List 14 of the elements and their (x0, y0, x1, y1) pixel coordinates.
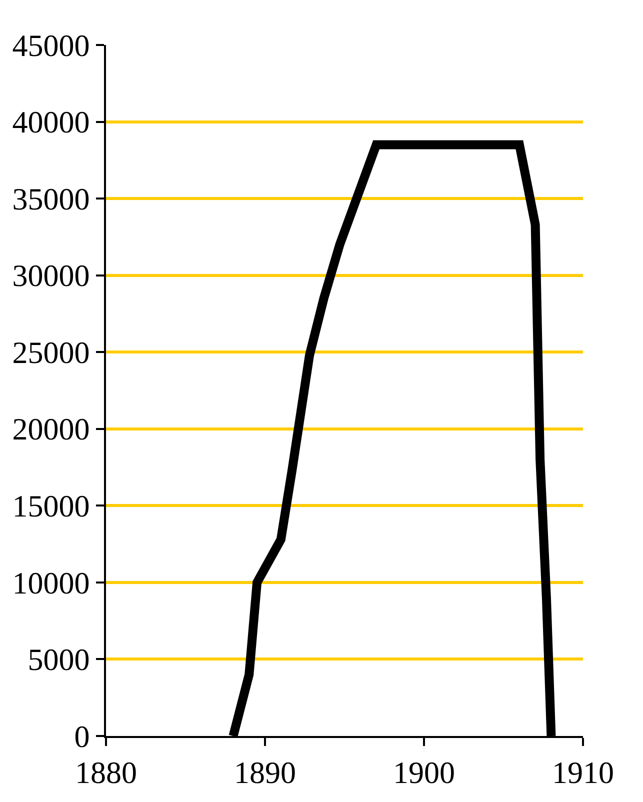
x-tick-label: 1890 (234, 755, 296, 790)
x-tick-label: 1910 (552, 755, 614, 790)
y-tick-label: 45000 (12, 28, 90, 63)
y-tick-label: 10000 (12, 565, 90, 600)
y-tick-label: 25000 (12, 334, 90, 370)
y-tick-label: 20000 (12, 412, 90, 447)
y-tick-label: 5000 (28, 642, 90, 678)
x-tick-label: 1880 (75, 755, 137, 790)
y-tick-label: 15000 (12, 488, 90, 524)
x-tick-label: 1900 (393, 755, 455, 790)
y-tick-label: 0 (74, 718, 90, 754)
y-tick-label: 30000 (12, 258, 90, 294)
y-tick-label: 35000 (12, 181, 90, 216)
y-tick-label: 40000 (12, 104, 90, 140)
